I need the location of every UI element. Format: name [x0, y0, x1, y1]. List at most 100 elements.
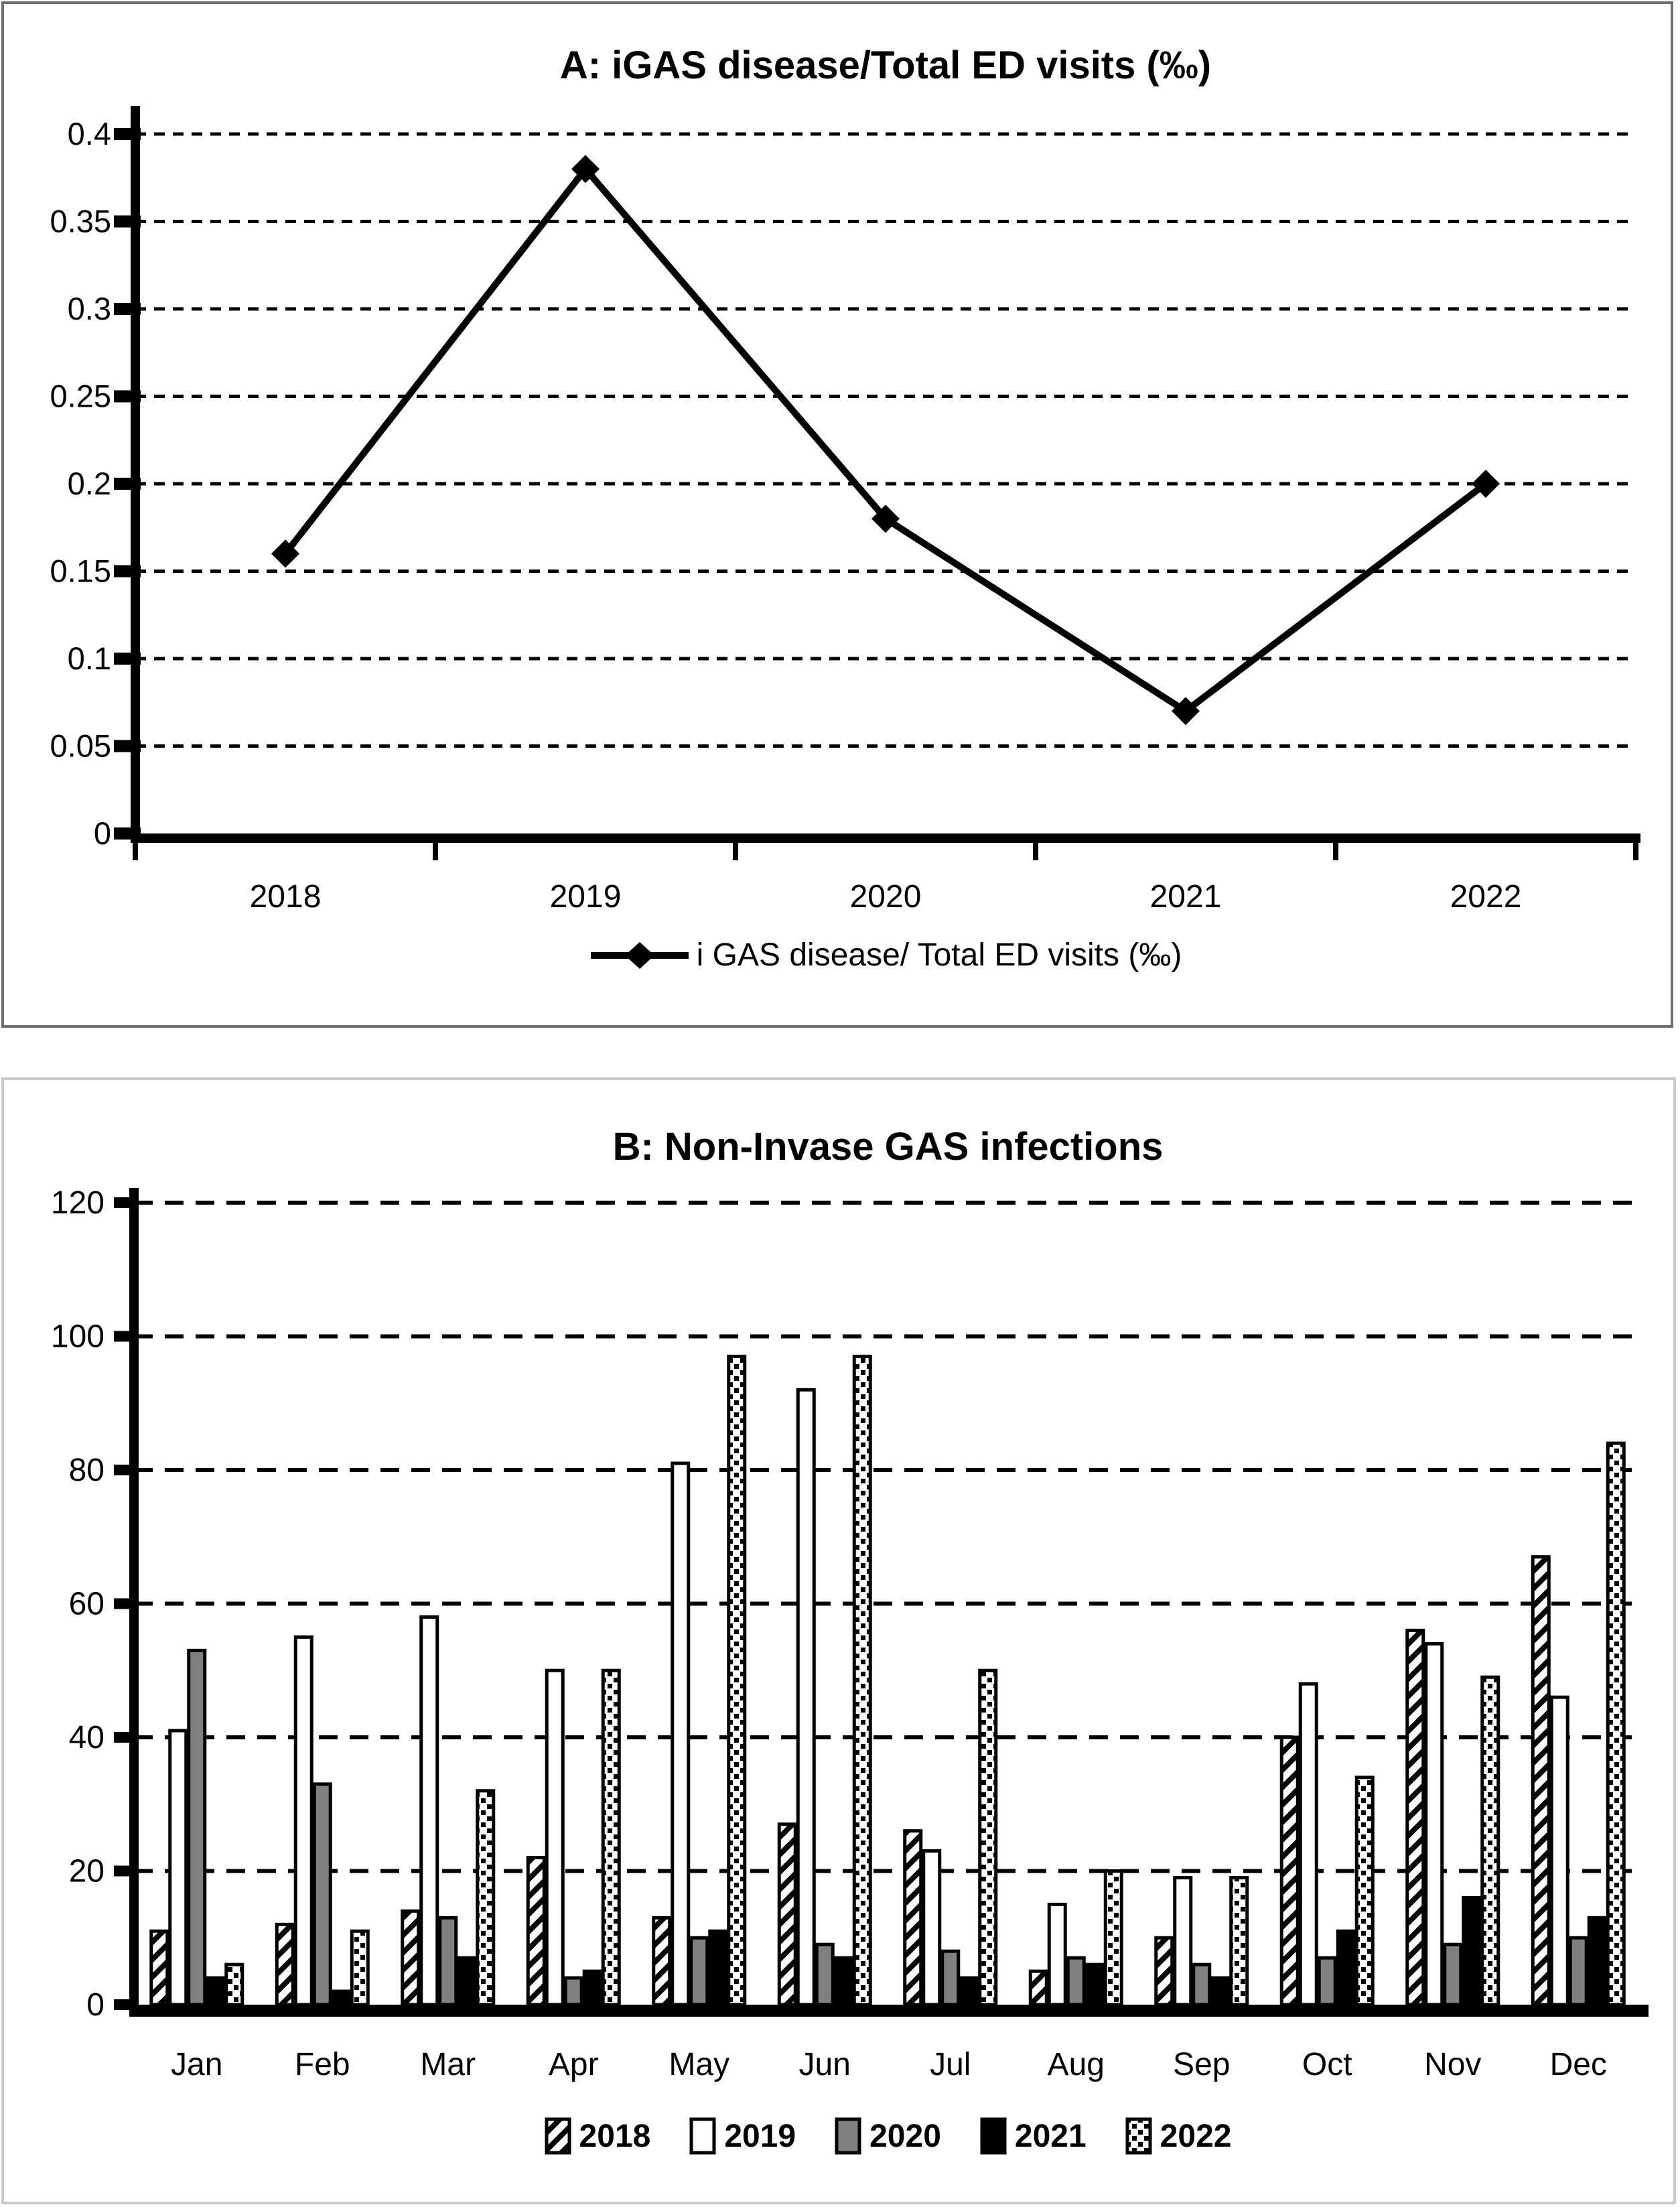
x-axis-tick — [1633, 833, 1638, 860]
bar-2021-Dec — [1587, 1916, 1607, 2007]
bar-2021-Sep — [1210, 1976, 1231, 2007]
legend-label-2019: 2019 — [724, 2118, 796, 2154]
bar-2020-Dec — [1568, 1936, 1588, 2007]
bar-2022-Apr — [601, 1668, 621, 2007]
bar-2022-Sep — [1229, 1875, 1249, 2007]
data-point-2020 — [871, 505, 900, 533]
y-axis-tick-label: 0 — [86, 1987, 104, 2023]
line-chart-legend: i GAS disease/ Total ED visits (‰) — [135, 937, 1636, 974]
bar-2020-Feb — [312, 1782, 332, 2007]
legend-label-2018: 2018 — [579, 2118, 651, 2154]
legend-item-2019: 2019 — [689, 2117, 796, 2155]
x-axis-line — [129, 2005, 1649, 2017]
bar-2018-Jun — [777, 1822, 797, 2007]
bar-2022-Oct — [1354, 1776, 1375, 2007]
bar-2018-Sep — [1154, 1936, 1174, 2007]
x-axis-category-label: Jun — [799, 2047, 851, 2082]
x-axis-category-label: Jul — [930, 2047, 971, 2082]
y-axis-tick-label: 0.2 — [68, 466, 111, 501]
bar-2018-Aug — [1028, 1969, 1048, 2007]
bar-2019-Oct — [1298, 1682, 1318, 2007]
x-axis-tick — [433, 833, 438, 860]
data-point-2018 — [271, 539, 299, 568]
bar-2020-Aug — [1066, 1956, 1086, 2007]
bar-2021-Jan — [206, 1976, 226, 2007]
line-chart: 0 0.05 0.1 0.15 0.2 0.25 0.3 0.35 0.4 2018 2019 202… — [50, 106, 1640, 915]
bar-2018-May — [652, 1916, 672, 2007]
bar-2019-Jun — [796, 1388, 816, 2007]
bar-2022-Jan — [224, 1962, 244, 2007]
y-axis-tick-label: 0 — [94, 815, 111, 851]
panel-bar-chart: B: Non-Invase GAS infections 0 20 40 60 80 10… — [1, 1077, 1676, 2204]
dotted-swatch-icon — [1125, 2117, 1152, 2155]
data-line — [283, 165, 1488, 715]
bar-chart-title: B: Non-Invase GAS infections — [612, 1125, 1164, 1168]
bar-2021-Nov — [1462, 1895, 1482, 2007]
x-axis-category-label: Dec — [1550, 2047, 1607, 2082]
y-axis-tick-label: 0.1 — [68, 641, 111, 676]
legend-item-2022: 2022 — [1125, 2117, 1232, 2155]
bar-2021-Aug — [1084, 1962, 1105, 2007]
black-swatch-icon — [980, 2117, 1007, 2155]
bar-2019-Jul — [922, 1849, 942, 2007]
bar-2020-Sep — [1192, 1962, 1212, 2007]
legend-line-diamond-icon — [590, 941, 689, 969]
y-axis-tick-label: 120 — [51, 1185, 104, 1221]
x-axis-category-label: Aug — [1048, 2047, 1105, 2082]
y-axis-tick-label: 20 — [69, 1854, 104, 1889]
bar-2021-Mar — [457, 1956, 477, 2007]
y-axis-line — [131, 106, 140, 838]
bar-2019-Sep — [1173, 1875, 1193, 2007]
bar-2020-Apr — [563, 1976, 583, 2007]
bar-2022-Feb — [350, 1929, 370, 2007]
y-axis-tick-label: 40 — [69, 1720, 104, 1755]
x-axis-category-label: 2019 — [550, 879, 622, 915]
line-chart-title: A: iGAS disease/Total ED visits (‰) — [559, 44, 1212, 87]
y-axis-tick-label: 0.05 — [50, 728, 111, 764]
bar-2019-Nov — [1424, 1642, 1444, 2007]
x-axis-category-label: Oct — [1302, 2047, 1352, 2082]
bar-2018-Feb — [275, 1922, 295, 2007]
bar-2020-May — [689, 1936, 709, 2007]
bar-2019-Jan — [168, 1729, 188, 2007]
x-axis-category-label: Apr — [549, 2047, 599, 2082]
data-point-2019 — [571, 155, 600, 184]
y-axis-line — [129, 1188, 139, 2005]
bar-2020-Oct — [1317, 1956, 1337, 2007]
bar-2022-May — [727, 1354, 747, 2007]
y-axis-tick-label: 0.15 — [50, 553, 111, 589]
bar-2022-Jun — [852, 1354, 872, 2007]
bar-2022-Jul — [978, 1668, 998, 2007]
bar-2021-Apr — [582, 1969, 602, 2007]
hatch-swatch-icon — [545, 2117, 571, 2155]
bar-2018-Oct — [1279, 1735, 1300, 2007]
bar-2022-Dec — [1606, 1441, 1626, 2007]
legend-item-2021: 2021 — [980, 2117, 1087, 2155]
bar-2018-Mar — [401, 1909, 421, 2007]
x-axis-tick — [733, 833, 738, 860]
bar-2021-Feb — [331, 1989, 351, 2007]
panel-line-chart: A: iGAS disease/Total ED visits (‰) 0 0.0… — [1, 1, 1673, 1028]
legend-label-2021: 2021 — [1014, 2118, 1087, 2154]
legend-label-2020: 2020 — [869, 2118, 941, 2154]
bar-2019-Mar — [419, 1615, 439, 2007]
legend-label-2022: 2022 — [1160, 2118, 1232, 2154]
data-point-2022 — [1472, 470, 1500, 498]
bar-2018-Apr — [526, 1856, 546, 2007]
white-swatch-icon — [689, 2117, 716, 2155]
bar-2022-Mar — [476, 1789, 496, 2007]
bar-2020-Jan — [187, 1648, 207, 2007]
y-axis-tick-label: 100 — [51, 1319, 104, 1355]
gray-swatch-icon — [835, 2117, 861, 2155]
x-axis-category-label: 2021 — [1150, 879, 1222, 915]
bar-2022-Aug — [1103, 1869, 1123, 2007]
bar-2020-Mar — [438, 1916, 458, 2007]
x-axis-category-label: Mar — [420, 2047, 476, 2082]
y-axis-tick-label: 0.4 — [68, 116, 111, 151]
legend-item-2020: 2020 — [835, 2117, 941, 2155]
x-axis-category-label: 2018 — [250, 879, 322, 915]
bar-2019-Apr — [545, 1668, 565, 2007]
bar-2019-Aug — [1047, 1902, 1067, 2007]
bar-2020-Jul — [940, 1949, 961, 2007]
